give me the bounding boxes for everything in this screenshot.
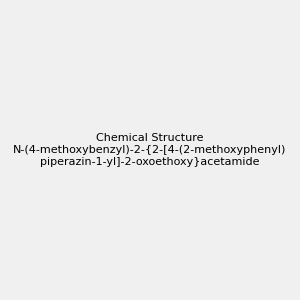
Text: Chemical Structure
N-(4-methoxybenzyl)-2-{2-[4-(2-methoxyphenyl)
piperazin-1-yl]: Chemical Structure N-(4-methoxybenzyl)-2… (13, 134, 287, 166)
